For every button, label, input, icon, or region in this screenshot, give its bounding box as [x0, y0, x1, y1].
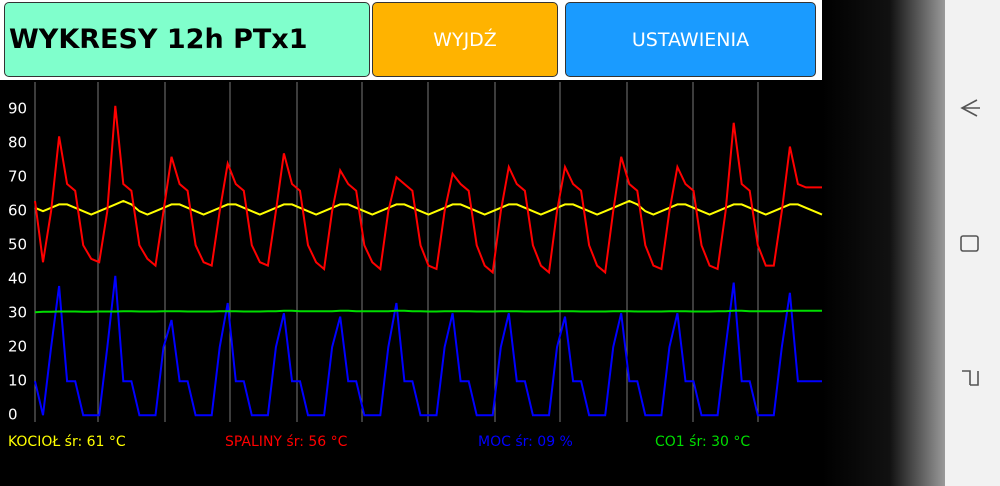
legend-entry: KOCIOŁ śr: 61 °C [8, 434, 126, 450]
y-tick-label: 40 [8, 270, 27, 288]
legend-entry: MOC śr: 09 % [478, 434, 573, 450]
plot-background [0, 80, 822, 462]
series-line [34, 105, 822, 275]
title: WYKRESY 12h PTx1 [4, 2, 370, 77]
bottom-shade [0, 462, 822, 486]
y-tick-label: 60 [8, 202, 27, 220]
exit-button[interactable]: WYJDŹ [372, 2, 558, 77]
settings-button[interactable]: USTAWIENIA [565, 2, 816, 77]
y-tick-label: 20 [8, 338, 27, 356]
y-tick-label: 90 [8, 100, 27, 118]
back-icon[interactable] [960, 99, 980, 117]
nav-bar [945, 0, 1000, 486]
legend-entry: CO1 śr: 30 °C [655, 434, 750, 450]
vertical-grid [34, 82, 759, 422]
series-line [34, 275, 822, 417]
home-icon[interactable] [960, 235, 979, 252]
y-tick-label: 70 [8, 168, 27, 186]
series-line [34, 309, 822, 314]
edge-shade [822, 0, 945, 486]
y-tick-label: 10 [8, 372, 27, 390]
recents-icon[interactable] [962, 370, 979, 386]
y-tick-label: 30 [8, 304, 27, 322]
y-tick-label: 0 [8, 406, 18, 424]
y-tick-label: 80 [8, 134, 27, 152]
legend-entry: SPALINY śr: 56 °C [225, 434, 348, 450]
series-line [34, 199, 823, 216]
y-tick-label: 50 [8, 236, 27, 254]
